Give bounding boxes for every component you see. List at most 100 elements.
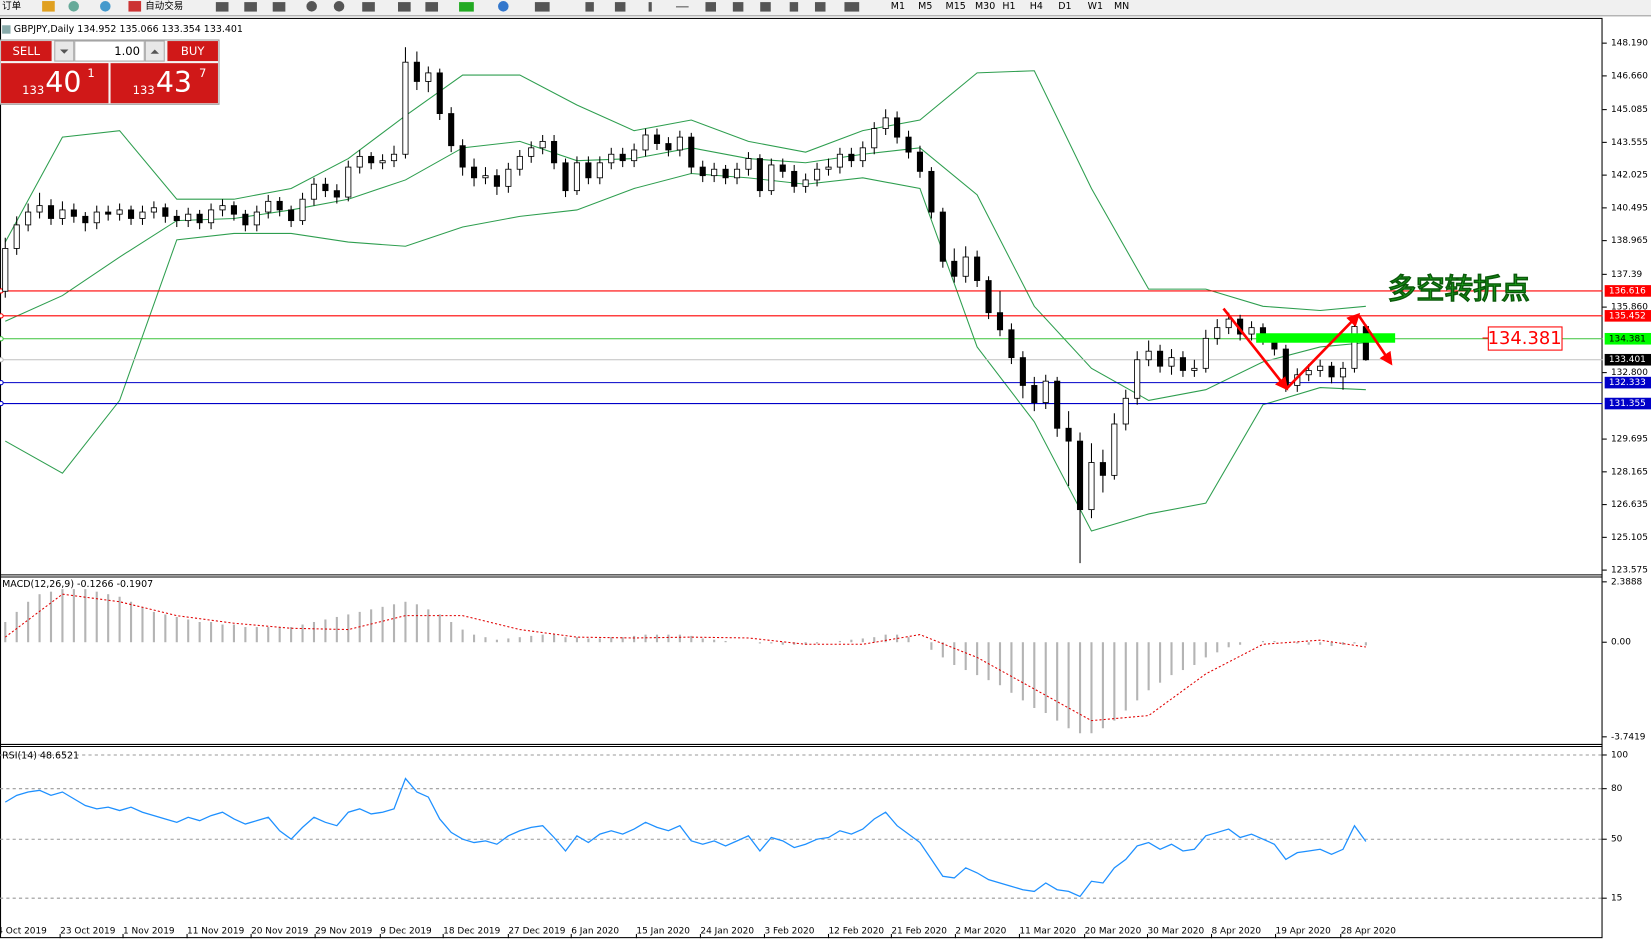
toolbar-icon[interactable]	[675, 6, 689, 8]
timeframe-button[interactable]: M15	[946, 1, 966, 12]
toolbar-icon[interactable]	[362, 2, 375, 12]
candle-body	[573, 162, 581, 192]
toolbar-icon[interactable]	[244, 2, 257, 12]
candle-body	[482, 175, 489, 179]
buy-label[interactable]: BUY	[181, 44, 205, 58]
toolbar-icon[interactable]	[814, 2, 826, 12]
candle-body	[585, 162, 592, 179]
toolbar-icon[interactable]	[648, 2, 652, 12]
candle-body	[951, 260, 958, 277]
lot-up-icon[interactable]	[150, 49, 159, 54]
timeframe-button[interactable]: H1	[1002, 1, 1015, 12]
y-tick-label: 50	[1611, 835, 1623, 845]
x-tick-label: 28 Apr 2020	[1341, 926, 1397, 936]
lot-down-icon[interactable]	[60, 49, 69, 54]
candle-body	[985, 280, 992, 314]
timeframe-button[interactable]: M5	[918, 1, 932, 12]
toolbar-icon[interactable]	[68, 1, 79, 12]
toolbar-icon[interactable]	[498, 1, 509, 12]
toolbar-icon[interactable]	[42, 1, 55, 12]
x-tick-label: 24 Jan 2020	[700, 926, 754, 936]
candle-body	[745, 158, 752, 170]
toolbar-button[interactable]: 订单	[2, 0, 21, 12]
rsi-line	[4, 777, 1367, 898]
trade-panel: SELL 1.00 BUY 133 40 1 133 43 7	[0, 39, 220, 105]
toolbar-icon[interactable]	[398, 2, 411, 12]
toolbar-icon[interactable]	[760, 2, 771, 12]
candle-body	[733, 168, 741, 179]
candle-body	[1134, 359, 1141, 399]
toolbar-icon[interactable]	[534, 2, 550, 12]
timeframe-button[interactable]: H4	[1030, 1, 1043, 12]
candle-body	[653, 134, 661, 144]
candle-body	[871, 128, 878, 149]
candle-body	[150, 207, 157, 213]
timeframe-button[interactable]: M30	[975, 1, 995, 12]
bid-prefix[interactable]: 133	[22, 83, 44, 97]
timeframe-button[interactable]: D1	[1058, 1, 1071, 12]
candle-body	[379, 160, 386, 164]
candle-body	[1008, 329, 1015, 359]
x-tick-label: 11 Mar 2020	[1019, 926, 1076, 936]
lot-input[interactable]	[74, 40, 145, 62]
y-tick-label: -3.7419	[1611, 732, 1646, 742]
candle-body	[928, 170, 935, 213]
toolbar-icon[interactable]	[705, 2, 716, 12]
price-label: 133.401	[1609, 355, 1646, 365]
timeframe-button[interactable]: M1	[891, 1, 905, 12]
bid-box[interactable]	[1, 63, 109, 104]
candle-body	[413, 61, 420, 82]
candle-body	[299, 198, 306, 222]
candle-body	[1076, 440, 1084, 511]
toolbar-icon[interactable]	[585, 2, 594, 12]
candle-body	[47, 205, 55, 219]
toolbar-icon[interactable]	[425, 2, 439, 12]
toolbar-icon[interactable]	[459, 2, 474, 12]
sell-button[interactable]	[1, 41, 52, 62]
candle-body	[116, 209, 123, 215]
candle-body	[756, 158, 763, 192]
candle-body	[1054, 380, 1061, 429]
toolbar-icon[interactable]	[215, 2, 229, 12]
candle-body	[390, 153, 398, 162]
chart-title: GBPJPY,Daily 134.952 135.066 133.354 133…	[14, 24, 243, 35]
toolbar-button[interactable]: 自动交易	[145, 0, 183, 12]
bid-sup[interactable]: 1	[87, 66, 94, 80]
toolbar-icon[interactable]	[333, 1, 345, 12]
toolbar-icon[interactable]	[789, 2, 799, 12]
toolbar-icon[interactable]	[614, 2, 626, 12]
lot-value[interactable]: 1.00	[114, 44, 140, 58]
bid-big[interactable]: 40	[45, 66, 81, 99]
ask-prefix[interactable]: 133	[133, 83, 155, 97]
candle-body	[836, 153, 843, 168]
y-tick-label: 143.555	[1611, 138, 1648, 148]
toolbar-icon[interactable]	[844, 2, 860, 12]
candle-body	[711, 168, 718, 177]
candle-body	[642, 134, 649, 151]
candle-body	[493, 175, 500, 187]
toolbar-icon[interactable]	[306, 1, 317, 12]
x-tick-label: 11 Nov 2019	[187, 926, 245, 936]
y-tick-label: 80	[1611, 784, 1623, 794]
timeframe-button[interactable]: W1	[1088, 1, 1103, 12]
ask-sup[interactable]: 7	[199, 66, 206, 80]
timeframe-button[interactable]: MN	[1114, 1, 1129, 12]
toolbar-icon[interactable]	[100, 1, 111, 12]
candle-body	[82, 215, 89, 224]
toolbar-icon[interactable]	[732, 2, 744, 12]
buy-button[interactable]	[167, 41, 218, 62]
candle-body	[596, 162, 603, 179]
ask-box[interactable]	[110, 63, 218, 104]
candle-body	[905, 136, 912, 153]
candle-body	[528, 147, 535, 157]
toolbar-icon[interactable]	[272, 2, 286, 12]
y-tick-label: 137.39	[1611, 270, 1643, 280]
toolbar-icon[interactable]	[128, 1, 142, 12]
ask-big[interactable]: 43	[156, 66, 192, 99]
sell-label[interactable]: SELL	[13, 44, 41, 58]
x-tick-label: 21 Feb 2020	[891, 926, 947, 936]
candle-body	[768, 164, 775, 192]
candle-body	[322, 183, 329, 192]
